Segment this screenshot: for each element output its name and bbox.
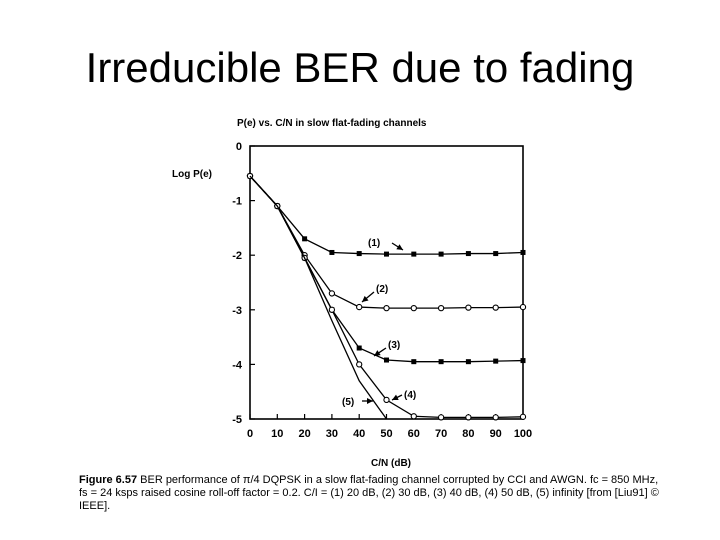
chart-title: P(e) vs. C/N in slow flat-fading channel… <box>237 118 427 129</box>
y-tick-label: -5 <box>232 414 242 426</box>
series-label: (1) <box>368 238 380 249</box>
plot-area: 0 10 20 30 40 50 60 70 80 90 100 0 -1 -2 -3 -4 -5 (1) (2) (… <box>232 141 532 440</box>
data-point <box>411 359 417 365</box>
data-point <box>465 414 472 421</box>
data-point <box>492 414 499 421</box>
series-label: (3) <box>388 340 400 351</box>
data-point <box>356 361 363 368</box>
x-tick-label: 0 <box>247 428 253 440</box>
series-label-arrowhead <box>362 295 369 302</box>
plot-frame <box>249 145 524 420</box>
x-tick-label: 80 <box>462 428 474 440</box>
data-point <box>384 251 389 257</box>
data-point <box>520 358 526 364</box>
data-point <box>492 304 499 311</box>
series-label-arrowhead <box>396 244 403 250</box>
data-point <box>438 359 444 365</box>
series-label: (2) <box>376 284 388 295</box>
caption-text: BER performance of π/4 DQPSK in a slow f… <box>79 474 659 512</box>
series-line <box>249 175 524 363</box>
data-point <box>411 251 417 257</box>
y-tick-label: -1 <box>232 196 242 208</box>
series-label: (5) <box>342 397 354 408</box>
data-point <box>383 305 390 312</box>
x-tick-label: 100 <box>514 428 532 440</box>
data-point <box>329 249 335 255</box>
x-tick-label: 60 <box>408 428 420 440</box>
data-point <box>356 303 363 311</box>
figure-caption: Figure 6.57 BER performance of π/4 DQPSK… <box>79 474 659 513</box>
series-label: (4) <box>404 390 416 401</box>
figure-label: Figure 6.57 <box>79 474 138 486</box>
series-label-arrowhead <box>367 398 373 404</box>
data-point <box>437 414 445 421</box>
data-point <box>328 306 336 313</box>
series-label-arrowhead <box>374 350 381 356</box>
y-axis-label: Log P(e) <box>172 169 212 180</box>
series-line <box>249 175 524 255</box>
x-tick-label: 40 <box>353 428 365 440</box>
series-line <box>249 175 524 419</box>
data-point <box>384 357 389 363</box>
data-point <box>437 305 445 312</box>
data-point <box>519 303 527 311</box>
data-point <box>383 396 390 404</box>
data-point <box>520 249 526 255</box>
y-tick-label: -4 <box>232 359 243 371</box>
series-line <box>249 175 388 420</box>
y-tick-label: -3 <box>232 305 242 317</box>
data-point <box>519 413 527 420</box>
data-point <box>493 251 499 257</box>
data-point <box>410 413 417 420</box>
y-tick-label: 0 <box>236 141 242 153</box>
data-point <box>465 359 471 365</box>
x-tick-label: 50 <box>380 428 392 440</box>
data-point <box>465 304 472 311</box>
x-tick-label: 30 <box>326 428 338 440</box>
y-tick-label: -2 <box>232 250 242 262</box>
data-point <box>493 358 499 364</box>
series-label-arrowhead <box>392 394 399 400</box>
data-point <box>302 236 308 242</box>
x-tick-label: 10 <box>271 428 283 440</box>
slide-title: Irreducible BER due to fading <box>85 44 635 91</box>
x-tick-label: 70 <box>435 428 447 440</box>
data-point <box>438 251 444 257</box>
data-point <box>410 305 417 312</box>
data-point <box>356 251 362 257</box>
x-tick-label: 20 <box>298 428 310 440</box>
data-point <box>328 290 336 297</box>
data-point <box>356 345 362 351</box>
data-point <box>465 251 471 257</box>
x-tick-label: 90 <box>490 428 502 440</box>
x-axis-label: C/N (dB) <box>371 458 411 469</box>
